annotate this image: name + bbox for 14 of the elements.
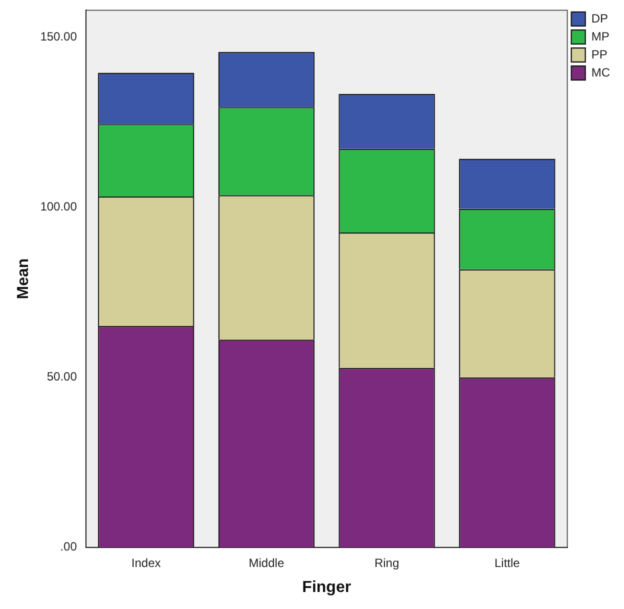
x-tick-label: Ring bbox=[374, 556, 400, 570]
x-tick-label: Index bbox=[131, 556, 161, 570]
legend-label: MC bbox=[591, 65, 610, 80]
y-tick-label: 100.00 bbox=[40, 200, 78, 214]
x-axis-title: Finger bbox=[302, 578, 352, 596]
x-tick-label: Middle bbox=[248, 556, 284, 570]
legend-label: MP bbox=[591, 29, 610, 44]
y-axis-title: Mean bbox=[15, 258, 32, 300]
y-tick-label: 150.00 bbox=[40, 30, 78, 44]
legend-label: DP bbox=[591, 11, 608, 26]
x-tick-label: Little bbox=[494, 556, 520, 570]
y-tick-label: .00 bbox=[60, 540, 78, 554]
legend-label: PP bbox=[591, 47, 608, 62]
y-tick-label: 50.00 bbox=[46, 370, 78, 384]
